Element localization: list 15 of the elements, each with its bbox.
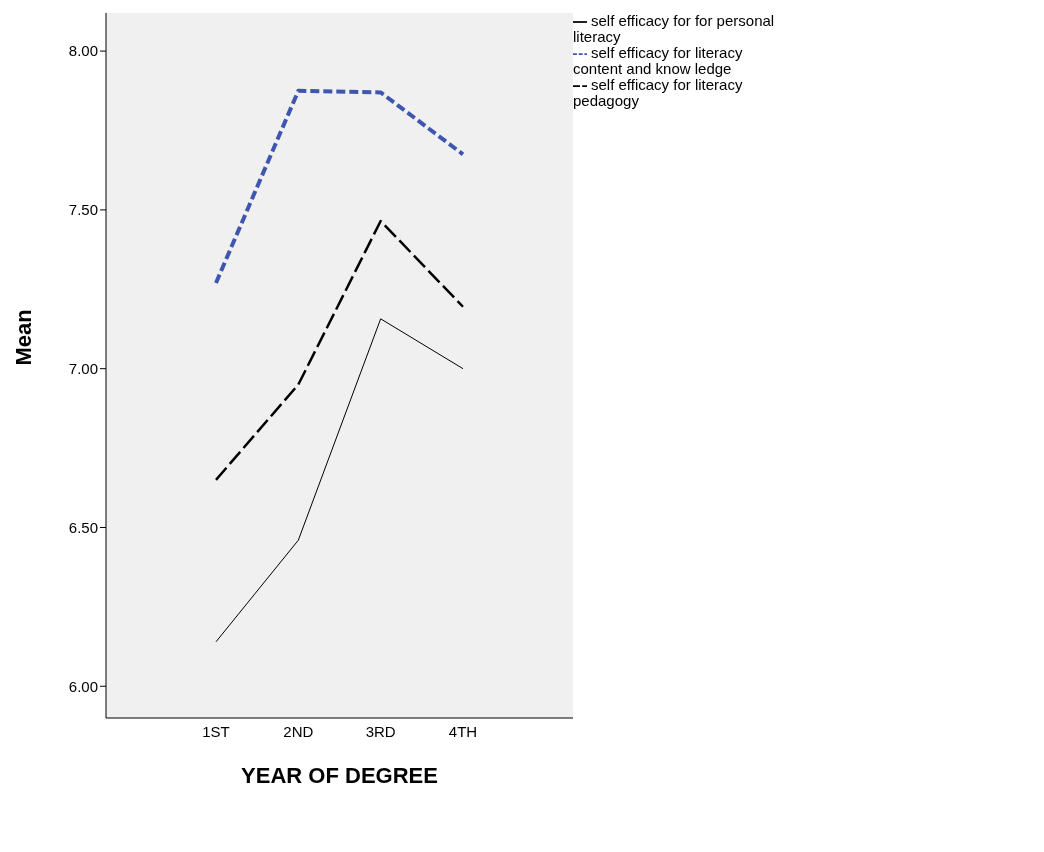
x-tick-label: 4TH: [448, 722, 478, 740]
x-tick-label: 1ST: [202, 722, 230, 740]
x-tick-label: 3RD: [365, 722, 396, 740]
line-series: [214, 219, 465, 482]
y-tick-label: 7.50: [68, 201, 98, 219]
y-tick-label: 6.50: [68, 518, 98, 536]
line-series: [214, 88, 465, 285]
x-tick-label: 2ND: [283, 722, 314, 740]
legend-label: self efficacy for literacy pedagogy: [573, 76, 743, 110]
y-tick-label: 8.00: [68, 42, 98, 60]
y-axis-title: Mean: [10, 309, 36, 366]
line-series: [215, 318, 464, 643]
y-tick-label: 6.00: [68, 677, 98, 695]
y-tick-label: 7.00: [68, 360, 98, 377]
x-axis-title: YEAR OF DEGREE: [241, 763, 438, 788]
